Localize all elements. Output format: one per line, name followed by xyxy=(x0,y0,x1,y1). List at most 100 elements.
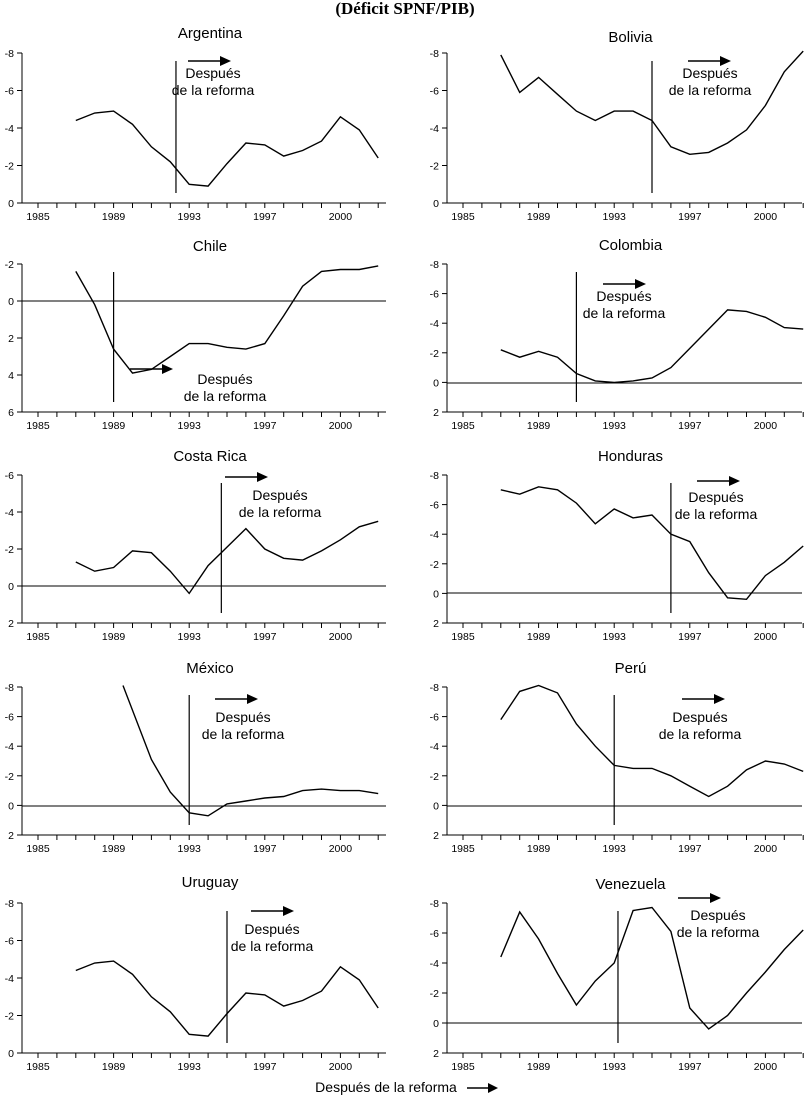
x-tick-label: 1989 xyxy=(102,631,126,643)
panel-venezuela: Venezuela 2 0 -2 -4 -6 -8 1985 1989 1993 1997 2000 D… xyxy=(430,876,804,1073)
y-tick-label: -2 xyxy=(430,988,439,1000)
y-tick-label: -4 xyxy=(430,741,439,753)
x-tick-label: 1989 xyxy=(527,211,551,223)
series-line xyxy=(500,906,804,1030)
reform-annotation: Después xyxy=(688,489,743,505)
x-tick-label: 1997 xyxy=(678,1061,702,1073)
reform-arrow-head xyxy=(710,893,721,903)
x-tick-label: 1985 xyxy=(451,420,475,432)
panel-uruguay: Uruguay 0 -2 -4 -6 -8 1985 1989 1993 1997 2000 Desp… xyxy=(5,874,386,1073)
x-tick-label: 2000 xyxy=(754,211,778,223)
y-tick-label: -4 xyxy=(5,507,14,519)
panel-title: Chile xyxy=(193,238,227,255)
reform-annotation: Después xyxy=(682,65,737,81)
x-tick-label: 1989 xyxy=(527,1061,551,1073)
panel-title: Bolivia xyxy=(608,29,653,46)
y-tick-label: -4 xyxy=(430,318,439,330)
x-tick-label: 1993 xyxy=(178,211,202,223)
panel-peru: Perú 2 0 -2 -4 -6 -8 1985 1989 1993 1997 2000 Despué… xyxy=(430,660,804,855)
reform-annotation: Después xyxy=(690,907,745,923)
reform-arrow-head xyxy=(635,279,646,289)
reform-arrow-head xyxy=(720,56,731,66)
x-tick-label: 2000 xyxy=(329,420,353,432)
y-tick-label: 0 xyxy=(433,800,439,812)
series-line xyxy=(500,684,804,798)
reform-annotation: de la reforma xyxy=(669,82,752,98)
y-tick-label: -4 xyxy=(5,973,14,985)
y-tick-label: -6 xyxy=(5,712,14,724)
x-tick-label: 1997 xyxy=(678,631,702,643)
bottom-caption: Después de la reforma xyxy=(315,1079,457,1095)
y-tick-label: -2 xyxy=(5,544,14,556)
x-tick-label: 2000 xyxy=(754,843,778,855)
reform-annotation: Después xyxy=(215,709,270,725)
x-tick-label: 1997 xyxy=(253,420,277,432)
x-tick-label: 1989 xyxy=(527,631,551,643)
y-tick-label: 0 xyxy=(8,198,14,210)
y-tick-label: 0 xyxy=(8,800,14,812)
x-tick-label: 2000 xyxy=(329,843,353,855)
reform-annotation: de la reforma xyxy=(239,504,322,520)
panel-chile: Chile 6 4 2 0 -2 1985 1989 1993 1997 2000 Despuésde… xyxy=(5,238,386,432)
x-tick-label: 1993 xyxy=(603,843,627,855)
y-tick-label: -4 xyxy=(5,123,14,135)
y-tick-label: -2 xyxy=(430,348,439,360)
series-line xyxy=(75,520,379,595)
y-tick-label: -8 xyxy=(430,259,439,271)
y-tick-label: -6 xyxy=(430,86,439,98)
reform-annotation: de la reforma xyxy=(659,726,742,742)
panel-title: Costa Rica xyxy=(173,448,247,465)
reform-arrow-head xyxy=(220,56,231,66)
y-tick-label: -4 xyxy=(430,123,439,135)
y-tick-label: 0 xyxy=(8,1048,14,1060)
y-tick-label: -4 xyxy=(5,741,14,753)
x-tick-label: 1985 xyxy=(26,843,50,855)
reform-arrow-head xyxy=(283,906,294,916)
panel-title: Perú xyxy=(615,660,647,677)
x-tick-label: 2000 xyxy=(754,1061,778,1073)
panel-colombia: Colombia 2 0 -2 -4 -6 -8 1985 1989 1993 1997 2000 De… xyxy=(430,237,804,432)
y-tick-label: -8 xyxy=(5,48,14,60)
x-tick-label: 1989 xyxy=(102,843,126,855)
y-tick-label: 2 xyxy=(433,618,439,630)
y-tick-label: -6 xyxy=(430,500,439,512)
reform-annotation: de la reforma xyxy=(675,506,758,522)
x-tick-label: 1985 xyxy=(26,631,50,643)
reform-annotation: de la reforma xyxy=(677,924,760,940)
y-tick-label: -6 xyxy=(430,928,439,940)
y-tick-label: 2 xyxy=(433,830,439,842)
y-tick-label: -4 xyxy=(430,529,439,541)
panel-title: Colombia xyxy=(599,237,663,254)
y-tick-label: -6 xyxy=(5,470,14,482)
panel-title: México xyxy=(186,660,234,677)
y-tick-label: 0 xyxy=(8,296,14,308)
y-tick-label: 0 xyxy=(433,588,439,600)
reform-annotation: Después xyxy=(185,65,240,81)
y-tick-label: -8 xyxy=(430,470,439,482)
x-tick-label: 2000 xyxy=(754,420,778,432)
panel-title: Venezuela xyxy=(595,876,666,893)
x-tick-label: 1985 xyxy=(26,420,50,432)
y-tick-label: -2 xyxy=(5,259,14,271)
panel-argentina: Argentina 0 -2 -4 -6 -8 1985 1989 1993 1997 2000 De… xyxy=(5,25,386,223)
reform-arrow-head xyxy=(257,472,268,482)
x-tick-label: 2000 xyxy=(329,211,353,223)
y-tick-label: -2 xyxy=(430,771,439,783)
reform-annotation: Después xyxy=(596,288,651,304)
panel-title: Honduras xyxy=(598,448,663,465)
x-tick-label: 1985 xyxy=(451,631,475,643)
page-title: (Déficit SPNF/PIB) xyxy=(335,0,474,18)
x-tick-label: 1985 xyxy=(451,211,475,223)
series-line xyxy=(122,685,379,817)
x-tick-label: 2000 xyxy=(329,1061,353,1073)
x-tick-label: 1993 xyxy=(603,1061,627,1073)
panel-bolivia: Bolivia 0 -2 -4 -6 -8 1985 1989 1993 1997 2000 Desp… xyxy=(430,29,804,223)
y-tick-label: -6 xyxy=(5,86,14,98)
x-tick-label: 1989 xyxy=(527,843,551,855)
reform-arrow-head xyxy=(714,694,725,704)
y-tick-label: -2 xyxy=(430,559,439,571)
x-tick-label: 1997 xyxy=(253,211,277,223)
bottom-caption-group: Después de la reforma xyxy=(315,1079,498,1095)
y-tick-label: -8 xyxy=(430,898,439,910)
